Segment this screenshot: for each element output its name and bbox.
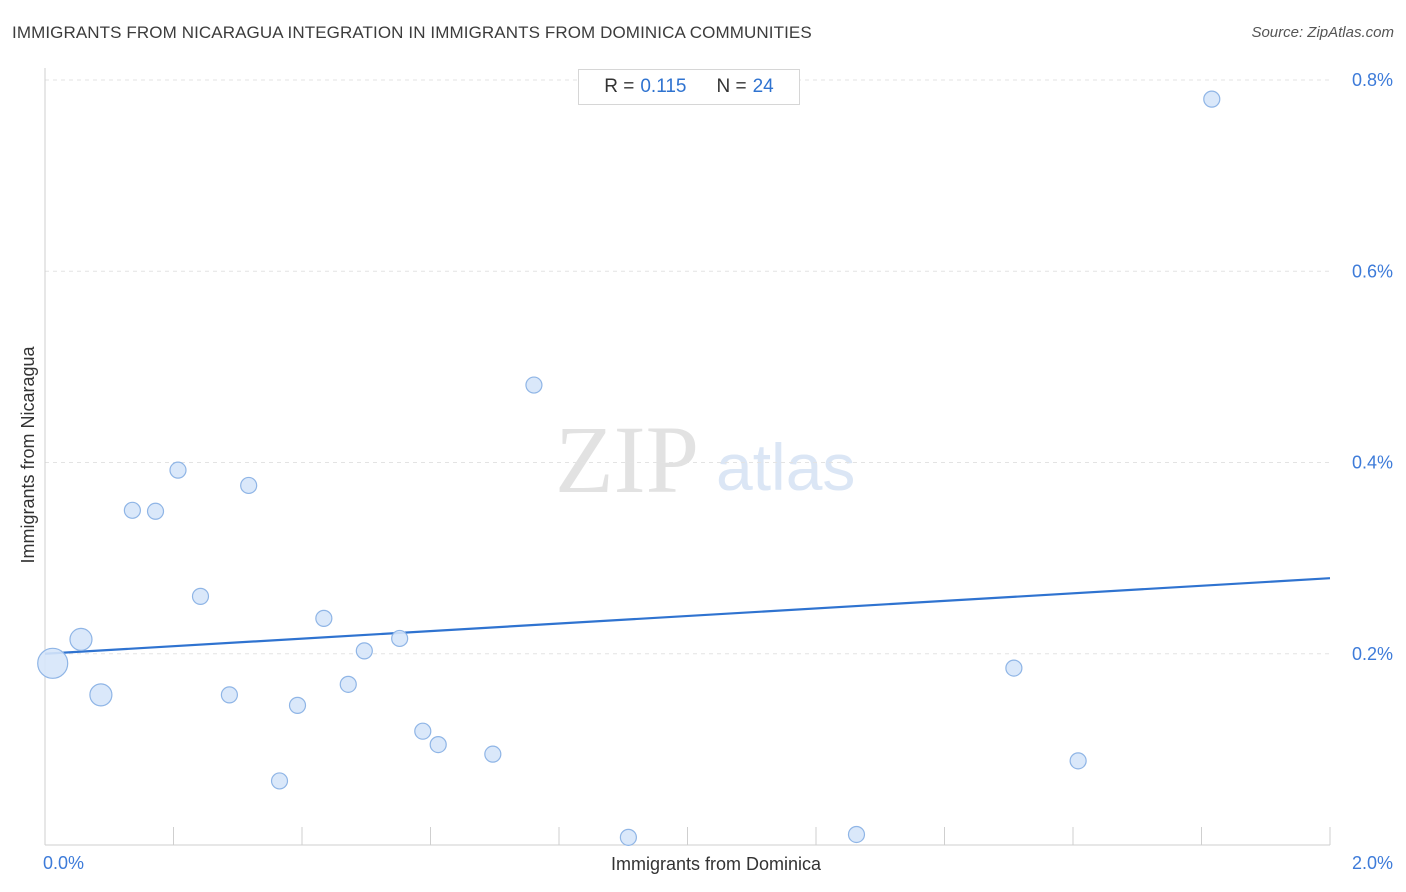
trend-line-group [44, 577, 1331, 655]
data-point [414, 722, 432, 740]
data-point [315, 609, 333, 627]
data-points [37, 90, 1221, 846]
y-tick-label: 0.4% [1352, 453, 1393, 473]
watermark-zip: ZIP [555, 406, 699, 513]
tick-labels: 0.2% 0.4% 0.6% 0.8% 0.0% 2.0% [43, 70, 1393, 873]
n-label: N = [716, 76, 747, 97]
data-point [191, 587, 210, 605]
x-tick-label: 0.0% [43, 853, 84, 873]
data-point [169, 461, 187, 479]
data-point [484, 745, 502, 763]
data-point [37, 647, 69, 679]
r-label: R = [604, 76, 635, 97]
x-axis-title: Immigrants from Dominica [611, 854, 822, 874]
chart-title: IMMIGRANTS FROM NICARAGUA INTEGRATION IN… [12, 23, 812, 42]
data-point [1005, 659, 1023, 677]
y-tick-label: 0.2% [1352, 644, 1393, 664]
axes [44, 68, 1331, 846]
data-point [89, 683, 113, 707]
x-tick-label: 2.0% [1352, 853, 1393, 873]
data-point [355, 642, 373, 660]
watermark-atlas: atlas [716, 430, 855, 504]
data-point [847, 825, 866, 844]
data-point [1203, 90, 1221, 108]
data-point [429, 735, 447, 754]
y-tick-label: 0.8% [1352, 70, 1393, 90]
y-tick-label: 0.6% [1352, 261, 1393, 281]
data-point [1069, 752, 1087, 770]
data-point [69, 627, 93, 652]
data-point [240, 476, 258, 495]
correlation-stats: R = 0.115 N = 24 [578, 69, 800, 105]
data-point [339, 675, 357, 693]
data-point [525, 376, 543, 394]
data-point [619, 828, 637, 846]
source-credit: Source: ZipAtlas.com [1251, 24, 1394, 41]
data-point [391, 629, 409, 648]
trend-line [44, 577, 1331, 655]
data-point [288, 696, 307, 714]
data-point [270, 772, 289, 790]
r-value: 0.115 [640, 76, 687, 97]
data-point [220, 686, 238, 704]
n-value: 24 [752, 76, 774, 97]
y-axis-title: Immigrants from Nicaragua [18, 345, 38, 563]
grid-lines [45, 79, 1330, 655]
data-point [146, 502, 165, 520]
data-point [123, 501, 141, 519]
